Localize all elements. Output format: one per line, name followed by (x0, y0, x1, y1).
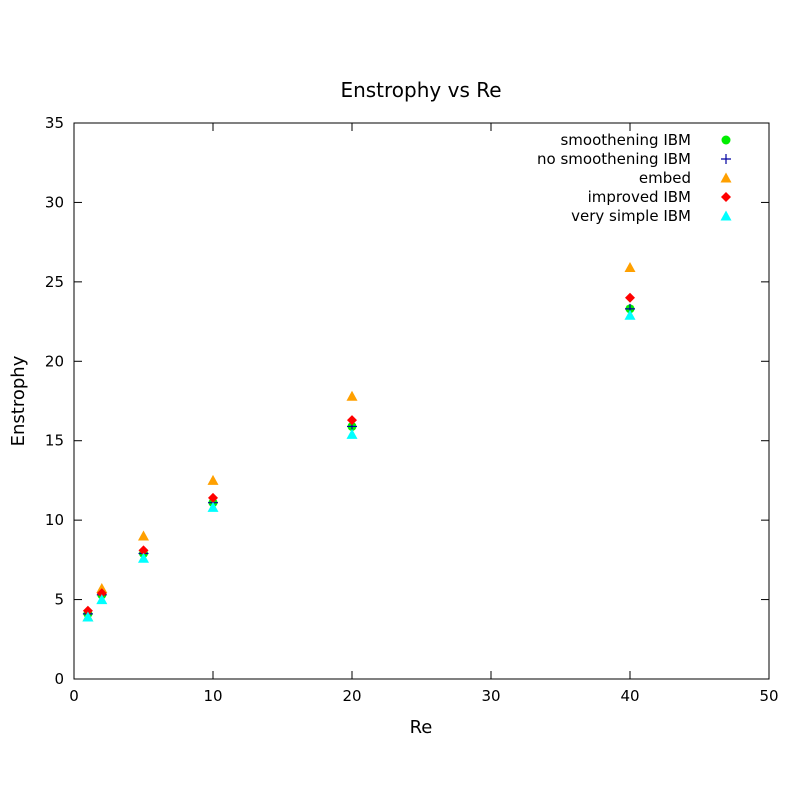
x-tick-label: 40 (620, 687, 639, 705)
series-2 (82, 262, 636, 622)
legend-marker (721, 135, 731, 145)
data-point (346, 390, 358, 401)
y-axis-label: Enstrophy (8, 355, 29, 446)
legend-marker (721, 154, 731, 164)
y-tick-label: 10 (45, 511, 64, 529)
series-4 (82, 309, 636, 622)
plot-frame (73, 122, 770, 680)
legend-marker (720, 172, 732, 183)
legend-marker (720, 210, 732, 221)
legend-label: improved IBM (588, 188, 691, 206)
y-tick-label: 35 (45, 114, 64, 132)
series-0 (83, 304, 635, 619)
x-tick-label: 30 (481, 687, 500, 705)
data-point (96, 582, 108, 593)
x-axis-label: Re (410, 717, 433, 738)
data-point (624, 262, 636, 273)
data-point (82, 605, 93, 616)
data-point (96, 588, 107, 599)
legend-label: no smoothening IBM (537, 150, 691, 168)
y-tick-label: 0 (54, 670, 64, 688)
y-tick-label: 5 (54, 591, 64, 609)
data-point (208, 492, 218, 503)
series-3 (82, 292, 635, 616)
x-tick-label: 20 (342, 687, 361, 705)
data-point (346, 428, 358, 439)
data-point (138, 530, 149, 541)
data-point (96, 594, 108, 605)
data-point (82, 611, 94, 622)
y-tick-label: 25 (45, 273, 64, 291)
data-point (138, 545, 149, 556)
x-tick-label: 0 (69, 687, 79, 705)
data-point (138, 552, 149, 563)
series-1 (82, 303, 635, 619)
data-point (207, 474, 219, 485)
legend-label: very simple IBM (571, 207, 691, 225)
data-point (347, 415, 357, 426)
data-point (625, 292, 635, 303)
y-tick-label: 15 (45, 432, 64, 450)
plot-area: 0 10 20 30 40 50 0 5 10 15 20 25 30 35 (45, 114, 779, 705)
legend-label: embed (639, 169, 691, 187)
y-tick-label: 20 (45, 352, 64, 370)
legend-marker (721, 192, 731, 202)
x-tick-label: 50 (759, 687, 778, 705)
legend-label: smoothening IBM (560, 131, 691, 149)
data-point (207, 501, 219, 512)
chart-title: Enstrophy vs Re (340, 78, 501, 102)
data-point (624, 309, 636, 320)
y-tick-label: 30 (45, 193, 64, 211)
x-tick-label: 10 (203, 687, 222, 705)
